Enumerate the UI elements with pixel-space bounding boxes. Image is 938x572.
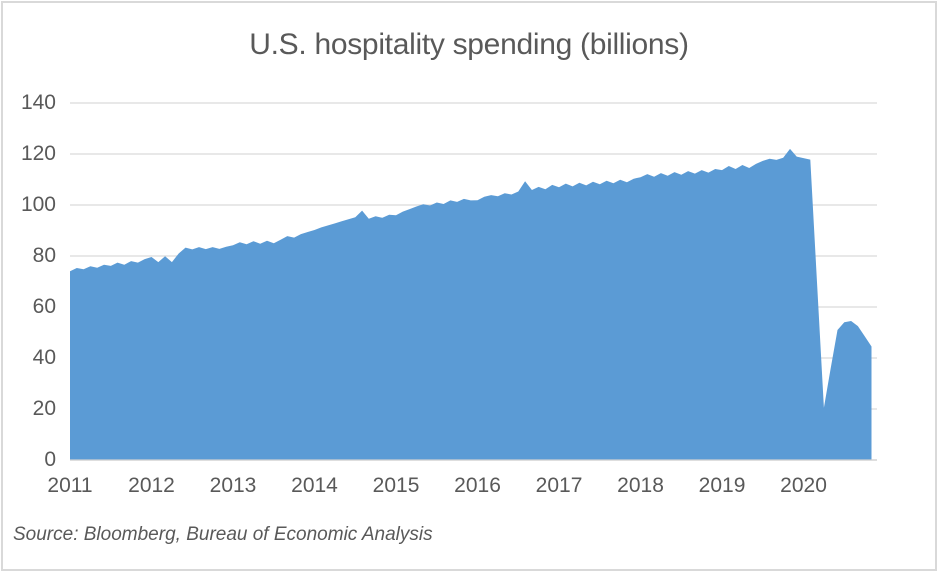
x-axis-tick-label: 2014	[291, 474, 338, 497]
area-series	[70, 148, 872, 460]
y-axis-tick-label: 140	[20, 91, 56, 114]
y-axis-tick-label: 120	[20, 142, 56, 165]
x-axis-tick-label: 2018	[617, 474, 664, 497]
y-axis-tick-label: 60	[32, 295, 56, 318]
x-axis-tick-label: 2016	[454, 474, 501, 497]
y-axis-tick-label: 100	[20, 193, 56, 216]
y-axis-tick-label: 0	[44, 448, 56, 471]
x-axis-tick-label: 2017	[535, 474, 583, 497]
x-axis-tick-label: 2011	[47, 474, 93, 497]
x-axis-tick-label: 2012	[128, 474, 175, 497]
y-axis-tick-label: 80	[32, 244, 56, 267]
x-axis-tick-label: 2019	[698, 474, 746, 497]
chart-title: U.S. hospitality spending (billions)	[249, 28, 689, 61]
source-note: Source: Bloomberg, Bureau of Economic An…	[13, 524, 433, 545]
x-axis-tick-label: 2015	[372, 474, 420, 497]
x-axis-tick-label: 2013	[209, 474, 257, 497]
x-axis-tick-label: 2020	[780, 474, 827, 497]
y-axis-tick-label: 20	[32, 397, 56, 420]
y-axis-tick-label: 40	[32, 346, 56, 369]
